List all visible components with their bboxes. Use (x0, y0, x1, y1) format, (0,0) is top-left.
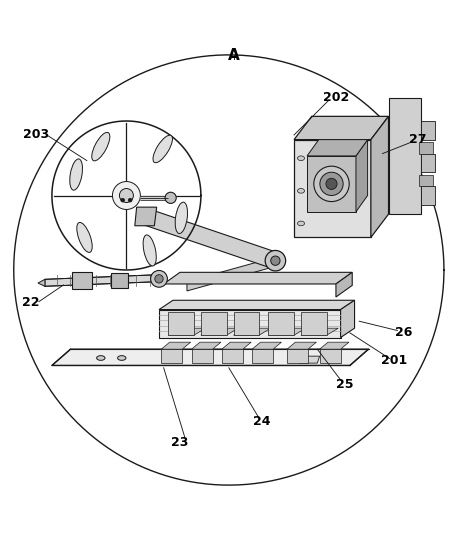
Polygon shape (419, 174, 433, 186)
Ellipse shape (297, 188, 304, 193)
Polygon shape (294, 116, 389, 140)
Polygon shape (421, 153, 435, 172)
Polygon shape (72, 272, 92, 288)
Polygon shape (252, 349, 273, 363)
Polygon shape (191, 349, 212, 363)
Polygon shape (161, 342, 191, 349)
Circle shape (120, 188, 134, 202)
Polygon shape (234, 312, 259, 335)
Polygon shape (187, 258, 271, 291)
Polygon shape (421, 121, 435, 140)
Text: 22: 22 (22, 296, 40, 309)
Text: 26: 26 (395, 326, 412, 339)
Text: 23: 23 (171, 436, 189, 449)
Text: 202: 202 (323, 91, 349, 104)
Text: 201: 201 (381, 354, 407, 367)
Polygon shape (159, 309, 340, 338)
Circle shape (121, 198, 125, 202)
Polygon shape (287, 342, 316, 349)
Circle shape (314, 166, 349, 201)
Ellipse shape (70, 159, 83, 190)
Polygon shape (307, 140, 368, 156)
Text: A: A (227, 48, 240, 63)
Polygon shape (319, 349, 340, 363)
Circle shape (151, 271, 167, 287)
Polygon shape (45, 275, 159, 286)
Ellipse shape (92, 132, 110, 161)
Polygon shape (336, 272, 352, 297)
Polygon shape (307, 156, 356, 212)
Polygon shape (299, 356, 319, 363)
Ellipse shape (297, 221, 304, 226)
Ellipse shape (153, 135, 172, 163)
Ellipse shape (175, 202, 188, 233)
Circle shape (271, 256, 280, 265)
Polygon shape (222, 349, 243, 363)
Circle shape (320, 172, 343, 195)
Polygon shape (111, 273, 128, 288)
Text: 25: 25 (337, 377, 354, 390)
Polygon shape (269, 312, 294, 335)
Polygon shape (371, 116, 389, 238)
Circle shape (165, 192, 176, 204)
Polygon shape (168, 312, 194, 335)
Polygon shape (142, 208, 278, 268)
Polygon shape (201, 312, 226, 335)
Polygon shape (159, 300, 354, 309)
Polygon shape (269, 328, 306, 335)
Polygon shape (301, 312, 326, 335)
Polygon shape (168, 328, 205, 335)
Polygon shape (38, 279, 45, 286)
Polygon shape (340, 300, 354, 338)
Polygon shape (389, 98, 421, 214)
Circle shape (128, 198, 132, 202)
Polygon shape (234, 328, 271, 335)
Polygon shape (294, 140, 371, 238)
Polygon shape (319, 342, 349, 349)
Polygon shape (301, 328, 338, 335)
Polygon shape (287, 349, 308, 363)
Polygon shape (421, 186, 435, 205)
Polygon shape (222, 342, 251, 349)
Polygon shape (419, 142, 433, 153)
Circle shape (113, 181, 141, 210)
Circle shape (265, 251, 286, 271)
Ellipse shape (118, 356, 126, 360)
Polygon shape (163, 272, 352, 284)
Polygon shape (161, 349, 182, 363)
Polygon shape (52, 349, 368, 366)
Text: 203: 203 (22, 129, 49, 141)
Circle shape (326, 178, 337, 190)
Text: 24: 24 (253, 415, 270, 428)
Ellipse shape (297, 156, 304, 160)
Polygon shape (201, 328, 238, 335)
Polygon shape (135, 207, 156, 226)
Circle shape (155, 275, 163, 283)
Ellipse shape (143, 235, 156, 266)
Ellipse shape (77, 222, 92, 252)
Text: 27: 27 (409, 133, 426, 146)
Ellipse shape (97, 356, 105, 360)
Polygon shape (356, 140, 368, 212)
Polygon shape (191, 342, 221, 349)
Polygon shape (252, 342, 282, 349)
